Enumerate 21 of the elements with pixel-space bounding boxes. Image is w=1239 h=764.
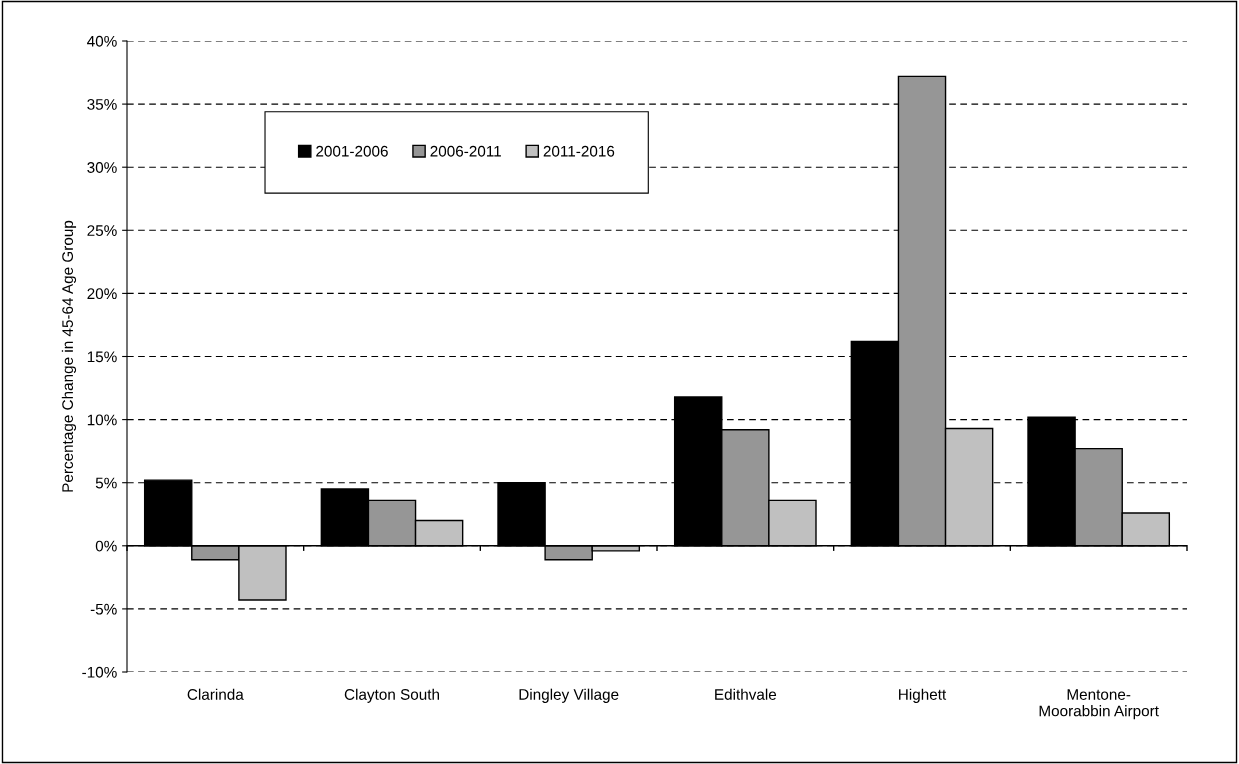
y-tick-label: 20%: [87, 288, 117, 300]
y-tick-label: 30%: [87, 162, 117, 173]
legend-label: 2011-2016: [543, 145, 615, 157]
y-tick-label: 25%: [87, 225, 117, 236]
y-tick-label: 10%: [87, 414, 117, 426]
y-axis-title: Percentage Change in 45-64 Age Group: [61, 220, 77, 492]
y-tick-label: 40%: [87, 35, 117, 47]
y-tick-label: 5%: [95, 477, 117, 489]
legend-label: 2006-2011: [430, 145, 501, 157]
y-tick-label: 35%: [87, 98, 117, 110]
x-tick-label: Mentone- Moorabbin Airport: [1039, 689, 1159, 720]
y-tick-label: 15%: [87, 351, 117, 363]
x-tick-label: Edithvale: [715, 688, 777, 700]
x-tick-label: Clayton South: [344, 688, 439, 703]
legend-label: 2001-2006: [316, 145, 388, 157]
y-tick-label: -10%: [82, 666, 117, 678]
x-tick-label: Clarinda: [187, 688, 244, 700]
x-tick-label: Highett: [899, 688, 947, 703]
x-tick-label: Dingley Village: [519, 688, 619, 703]
y-tick-label: -5%: [90, 603, 117, 615]
y-tick-label: 0%: [95, 540, 117, 552]
